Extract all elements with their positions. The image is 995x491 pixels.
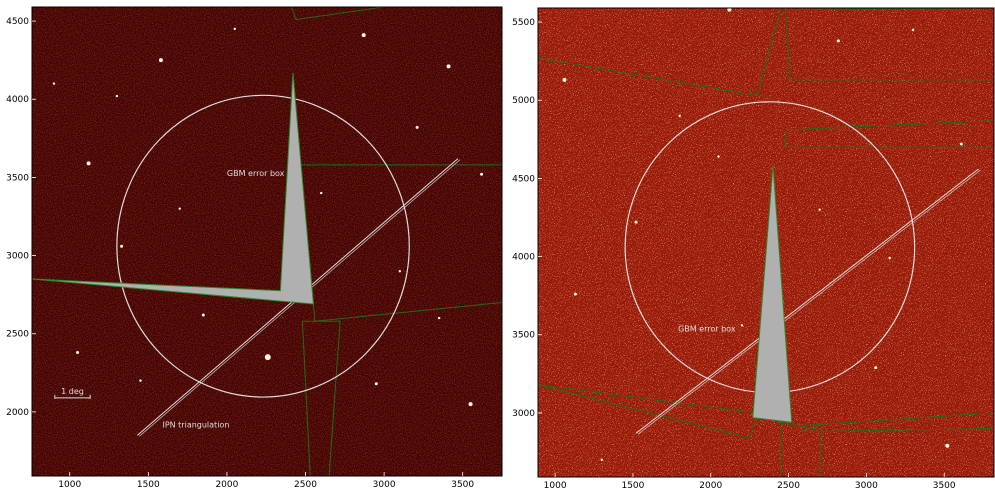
x-tick-label: 1500 [621,481,644,491]
star-point [86,161,91,166]
localization-wedge [752,165,793,423]
star-point [233,27,236,31]
y-tick-label: 5000 [512,96,535,106]
star-point [945,443,950,448]
x-tick-label: 3500 [933,481,956,491]
star-point [76,350,80,354]
star-point [874,366,878,370]
star-point [573,292,577,296]
star-point [115,94,119,98]
star-point [158,58,163,63]
star-point [139,379,142,382]
y-tick-label: 3000 [512,409,535,419]
ipn-line-parallel [637,169,981,435]
star-point [361,33,366,38]
footprint-outline [780,421,822,477]
star-point [717,155,720,158]
panel-left: GBM error box IPN triangulation 1 deg 1000… [6,6,503,490]
footprint-outline [538,384,759,439]
y-tick-label: 4000 [6,95,29,105]
footprint-outline [785,120,994,148]
y-tick-label: 4500 [512,174,535,184]
y-tick-label: 3000 [6,252,29,262]
star-point [437,316,441,320]
star-point [562,77,567,82]
panel-right: GBM error box 1000 1500 2000 2500 3000 3500 30… [512,7,995,491]
star-point [201,313,205,317]
footprint-outline [803,412,994,433]
y-tick-label: 3500 [512,331,535,341]
gbm-error-circle [116,94,410,398]
footprint-outline [290,7,385,21]
star-point [836,39,840,43]
star-point [480,172,484,176]
footprint-outline [784,8,994,81]
star-point [727,8,732,12]
star-point [888,256,891,260]
y-tick-label: 5500 [512,18,535,28]
x-tick-label: 1500 [137,480,160,490]
star-point [634,220,638,224]
x-tick-label: 3000 [855,481,878,491]
x-tick-label: 2500 [294,480,317,490]
scale-bar-label: 1 deg [61,387,84,396]
star-point [740,324,744,327]
star-point [178,207,181,210]
y-tick-label: 2000 [6,408,29,418]
gbm-label: GBM error box [227,169,285,178]
y-tick-label: 4500 [6,17,29,27]
star-point [120,244,124,248]
x-tick-label: 2000 [215,480,238,490]
y-tick-label: 2500 [6,330,29,340]
star-point [415,125,419,129]
footprint-outline [301,320,341,476]
star-point [818,208,821,211]
y-tick-label: 3500 [6,173,29,183]
star-point [446,64,451,69]
x-tick-label: 2500 [777,481,800,491]
y-tick-label: 4000 [512,253,535,263]
star-point [468,402,473,407]
star-point [911,28,915,32]
star-point [959,142,963,146]
x-tick-label: 3500 [451,480,474,490]
ipn-line [635,168,979,434]
star-point [52,82,56,85]
star-point [678,114,681,118]
ipn-label: IPN triangulation [162,421,229,430]
star-point [600,458,604,462]
x-tick-label: 3000 [373,480,396,490]
panel-right-frame [537,7,995,478]
star-point [264,354,271,361]
star-point [374,382,378,386]
footprint-outline [538,8,782,97]
panel-left-starfield [32,7,502,476]
x-tick-label: 1000 [58,480,81,490]
localization-wedge [32,72,314,305]
x-tick-label: 1000 [544,481,567,491]
panel-left-frame [31,6,503,477]
star-point [398,270,402,273]
gbm-label: GBM error box [678,325,736,334]
star-point [320,191,323,195]
x-tick-label: 2000 [699,481,722,491]
